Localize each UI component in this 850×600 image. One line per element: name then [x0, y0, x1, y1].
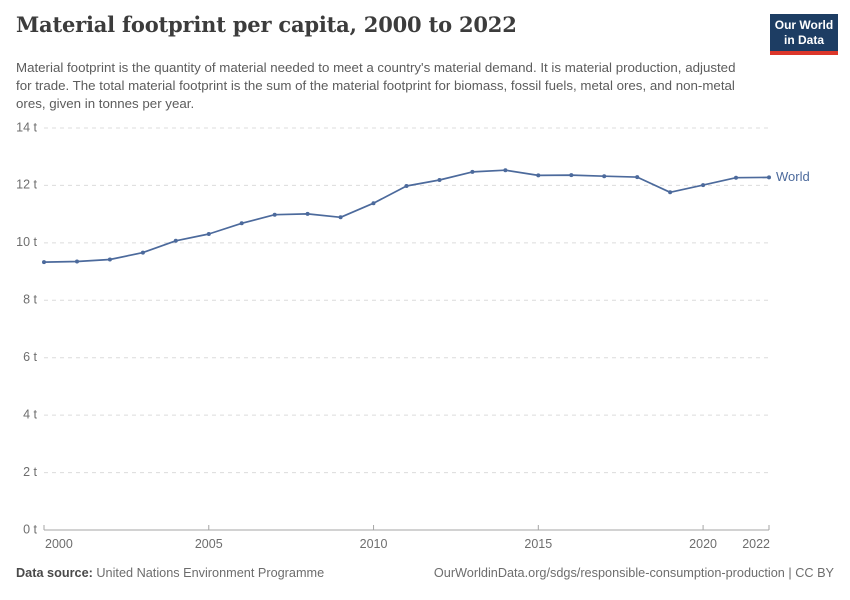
- data-point-2016[interactable]: [569, 173, 574, 178]
- y-tick-label: 6 t: [23, 350, 37, 364]
- data-point-2004[interactable]: [173, 238, 178, 243]
- data-point-2012[interactable]: [437, 178, 442, 182]
- data-point-2015[interactable]: [536, 173, 541, 178]
- x-tick-label: 2010: [360, 537, 388, 551]
- data-point-2002[interactable]: [107, 257, 112, 262]
- line-chart-svg[interactable]: 0 t 2 t 4 t 6 t 8 t 10 t 12 t 14 t 2000 2005 2010 2…: [0, 115, 850, 560]
- y-tick-label: 4 t: [23, 407, 37, 421]
- data-point-2011[interactable]: [404, 184, 409, 188]
- data-point-2008[interactable]: [305, 211, 310, 216]
- y-tick-label: 2 t: [23, 465, 37, 479]
- world-series-line[interactable]: [43, 169, 770, 263]
- data-point-2006[interactable]: [239, 221, 244, 226]
- data-point-2010[interactable]: [371, 201, 376, 206]
- chart-subtitle: Material footprint is the quantity of ma…: [16, 60, 736, 111]
- data-point-2005[interactable]: [206, 232, 211, 236]
- owid-logo-line1: Our World: [774, 18, 834, 32]
- x-tick-label: 2020: [689, 537, 717, 551]
- data-point-2007[interactable]: [272, 212, 277, 217]
- x-tick-label: 2000: [45, 537, 73, 551]
- data-source-value: United Nations Environment Programme: [92, 566, 325, 580]
- y-tick-label: 0 t: [23, 522, 37, 536]
- plot-area: 0 t 2 t 4 t 6 t 8 t 10 t 12 t 14 t 2000 2005 2010 2…: [0, 115, 850, 560]
- x-tick-label: 2022: [742, 537, 770, 551]
- owid-logo-line2: in Data: [783, 33, 824, 47]
- data-point-2009[interactable]: [338, 215, 343, 220]
- license-badge: CC BY: [795, 566, 834, 580]
- owid-logo[interactable]: Our World in Data: [770, 14, 838, 55]
- data-point-2018[interactable]: [635, 175, 640, 180]
- data-point-2014[interactable]: [503, 168, 508, 173]
- series-label-world[interactable]: World: [776, 169, 810, 184]
- data-source-label: Data source:: [16, 566, 93, 580]
- data-source: Data source: United Nations Environment …: [16, 566, 324, 580]
- y-tick-label: 14 t: [16, 120, 37, 134]
- y-tick-label: 8 t: [23, 293, 37, 307]
- data-point-2013[interactable]: [470, 169, 475, 174]
- y-tick-label: 12 t: [16, 178, 37, 192]
- y-tick-label: 10 t: [16, 235, 37, 249]
- data-point-2020[interactable]: [701, 183, 706, 188]
- data-point-2022[interactable]: [767, 175, 771, 180]
- data-point-2003[interactable]: [140, 250, 145, 255]
- credit-link[interactable]: OurWorldinData.org/sdgs/responsible-cons…: [434, 566, 834, 580]
- credit-url[interactable]: OurWorldinData.org/sdgs/responsible-cons…: [433, 566, 785, 580]
- data-point-2001[interactable]: [75, 259, 79, 264]
- data-point-2019[interactable]: [668, 190, 673, 195]
- data-point-2000[interactable]: [42, 260, 46, 265]
- data-point-2021[interactable]: [734, 175, 738, 180]
- data-point-2017[interactable]: [602, 174, 607, 179]
- chart-footer: Data source: United Nations Environment …: [0, 566, 850, 580]
- credit-separator: |: [784, 566, 796, 580]
- chart-title: Material footprint per capita, 2000 to 2…: [16, 12, 517, 37]
- x-tick-label: 2015: [524, 537, 552, 551]
- x-tick-label: 2005: [195, 537, 223, 551]
